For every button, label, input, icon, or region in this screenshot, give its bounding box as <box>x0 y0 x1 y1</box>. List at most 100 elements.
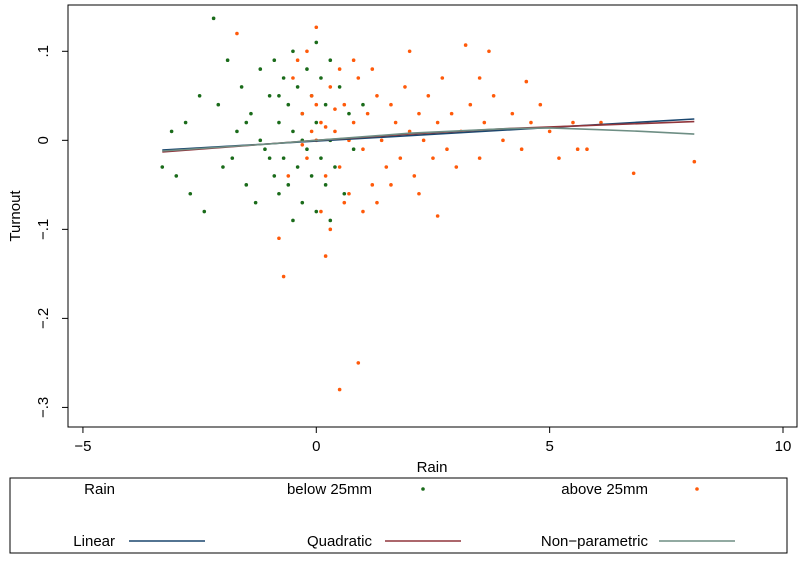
point <box>295 85 300 89</box>
point <box>309 94 314 98</box>
point <box>258 138 263 143</box>
point <box>281 274 286 279</box>
series-layer <box>160 16 697 392</box>
point <box>468 102 473 107</box>
point <box>160 165 165 169</box>
point <box>183 120 188 125</box>
point <box>421 138 426 143</box>
point <box>575 147 580 152</box>
point <box>328 85 333 89</box>
point <box>491 94 496 98</box>
y-tick-label: −.3 <box>35 397 52 418</box>
point <box>323 125 328 129</box>
point <box>501 138 505 143</box>
point <box>314 102 319 107</box>
legend-marker <box>421 487 425 491</box>
point <box>272 174 277 178</box>
point <box>445 147 449 152</box>
point <box>435 120 440 125</box>
point <box>557 156 561 160</box>
point <box>281 76 286 80</box>
x-tick-label: 10 <box>775 438 792 455</box>
point <box>337 85 342 89</box>
point <box>174 174 179 178</box>
point <box>379 138 384 143</box>
point <box>202 209 207 214</box>
point <box>267 94 272 98</box>
point <box>337 67 342 71</box>
point <box>370 183 375 187</box>
y-tick-label: 0 <box>35 136 52 144</box>
point <box>398 156 403 160</box>
point <box>309 129 314 134</box>
point <box>300 111 305 116</box>
point <box>510 111 515 116</box>
point <box>305 49 309 54</box>
point <box>319 76 323 80</box>
point <box>519 147 524 152</box>
point <box>225 58 230 62</box>
point <box>342 102 347 107</box>
legend-marker <box>695 487 699 491</box>
point <box>365 111 370 116</box>
point <box>328 218 333 223</box>
point <box>323 174 328 178</box>
point <box>286 174 291 178</box>
y-tick-label: −.2 <box>35 308 52 329</box>
point <box>692 159 697 164</box>
point <box>216 102 221 107</box>
point <box>529 120 533 125</box>
point <box>342 200 347 205</box>
point <box>263 147 267 152</box>
point <box>244 183 249 187</box>
y-tick-label: .1 <box>35 45 52 58</box>
point <box>267 156 272 160</box>
point <box>375 200 379 205</box>
point <box>440 76 445 80</box>
point <box>272 58 277 62</box>
point <box>407 49 412 54</box>
point <box>314 120 319 125</box>
plot-area <box>67 4 798 428</box>
point <box>547 129 552 134</box>
point <box>305 147 309 152</box>
point <box>277 120 281 125</box>
point <box>449 111 454 116</box>
point <box>169 129 174 134</box>
point <box>361 147 365 152</box>
point <box>314 40 319 45</box>
point <box>291 129 295 134</box>
point <box>319 120 323 125</box>
point <box>585 147 589 152</box>
point <box>291 49 295 54</box>
point <box>347 191 351 196</box>
point <box>305 156 309 160</box>
point <box>239 85 244 89</box>
x-tick-label: 0 <box>312 438 320 455</box>
point <box>309 174 314 178</box>
point <box>347 111 351 116</box>
point <box>524 79 529 84</box>
point <box>291 218 295 223</box>
point <box>305 67 309 71</box>
point <box>454 165 459 169</box>
point <box>356 361 361 365</box>
point <box>249 111 253 116</box>
point <box>328 227 333 232</box>
point <box>431 156 435 160</box>
point <box>323 254 328 258</box>
point <box>463 43 468 47</box>
point <box>487 49 491 54</box>
legend-title: Rain <box>84 481 115 498</box>
point <box>197 94 202 98</box>
legend-label: Linear <box>73 533 115 550</box>
point <box>482 120 487 125</box>
point <box>370 67 375 71</box>
point <box>333 129 337 134</box>
point <box>477 156 482 160</box>
point <box>323 102 328 107</box>
point <box>571 120 575 125</box>
point <box>291 76 295 80</box>
point <box>300 200 305 205</box>
